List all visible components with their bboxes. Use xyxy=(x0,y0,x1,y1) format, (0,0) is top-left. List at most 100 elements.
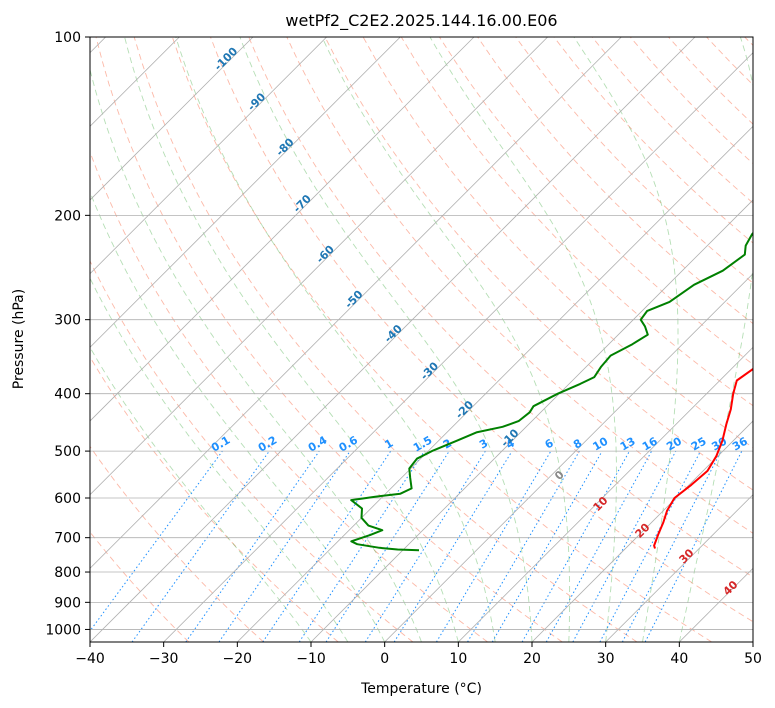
isotherm-label: -50 xyxy=(342,288,365,311)
x-tick-label: 0 xyxy=(380,651,389,667)
mixing-ratio-line xyxy=(644,450,743,642)
dry-adiabat-line xyxy=(324,37,753,491)
isotherm-label: -100 xyxy=(212,44,241,73)
y-tick-label: 600 xyxy=(54,491,81,507)
x-tick-label: 30 xyxy=(597,651,615,667)
moist-adiabat-line xyxy=(90,67,422,642)
y-tick-label: 100 xyxy=(54,30,81,46)
series-layer xyxy=(350,231,753,552)
dry-adiabat-line xyxy=(133,37,638,642)
isotherm-line xyxy=(90,37,401,348)
dry-adiabat-line xyxy=(286,37,753,534)
x-tick-label: 10 xyxy=(449,651,467,667)
isotherm-line xyxy=(310,199,753,642)
x-tick-label: −20 xyxy=(223,651,253,667)
dry-adiabat-line xyxy=(515,37,753,284)
isotherm-label: -80 xyxy=(273,135,296,158)
mixing-ratio-line xyxy=(185,450,320,642)
y-tick-label: 800 xyxy=(54,565,81,581)
isotherm-line xyxy=(752,641,753,642)
isotherm-line xyxy=(90,37,475,422)
mixing-ratio-label: 36 xyxy=(730,434,750,453)
isotherm-label: -40 xyxy=(382,322,405,345)
mixing-ratio-label: 20 xyxy=(664,434,684,453)
moist-adiabat-line xyxy=(124,37,459,642)
moist-adiabat-line xyxy=(175,37,496,642)
x-axis-label: Temperature (°C) xyxy=(360,681,482,697)
x-tick-label: −40 xyxy=(75,651,105,667)
theta-e-label: 30 xyxy=(677,546,697,566)
mixing-ratio-label: 13 xyxy=(618,435,638,454)
chart-title: wetPf2_C2E2.2025.144.16.00.E06 xyxy=(285,11,557,31)
moist-adiabat-line xyxy=(429,37,617,642)
isotherm-line xyxy=(90,37,254,201)
x-tick-label: 50 xyxy=(744,651,762,667)
dry-adiabat-line xyxy=(210,37,753,623)
moist-adiabat-line xyxy=(90,277,349,642)
mixing-ratio-line xyxy=(298,450,425,642)
x-axis: −40 −30 −20 −10 0 10 20 30 40 50 xyxy=(75,642,762,667)
x-tick-label: −30 xyxy=(149,651,179,667)
isotherm-label: -20 xyxy=(453,398,476,421)
dewpoint-line xyxy=(350,231,753,552)
mixing-ratio-line xyxy=(131,450,270,642)
isotherm-line xyxy=(237,125,753,642)
dry-adiabat-line xyxy=(90,259,414,642)
x-tick-label: −10 xyxy=(296,651,326,667)
mixing-ratio-line xyxy=(491,450,603,642)
isotherm-line xyxy=(163,52,753,642)
y-tick-label: 700 xyxy=(54,531,81,547)
x-tick-label: 20 xyxy=(523,651,541,667)
dry-adiabat-line xyxy=(439,37,753,365)
isotherm-line xyxy=(679,567,753,642)
isotherm-label: -70 xyxy=(291,192,314,215)
mixing-ratio-line xyxy=(364,450,486,642)
grid-lines xyxy=(90,37,753,642)
y-tick-label: 200 xyxy=(54,208,81,224)
mixing-ratio-line xyxy=(218,450,351,642)
isotherm-label: -60 xyxy=(314,242,337,265)
theta-e-label: 10 xyxy=(591,494,611,514)
x-tick-label: 40 xyxy=(670,651,688,667)
isotherm-line xyxy=(90,37,327,275)
mixing-ratio-label: 25 xyxy=(689,435,709,454)
y-tick-label: 300 xyxy=(54,313,81,329)
mixing-ratio-label: 6 xyxy=(543,436,556,451)
y-tick-label: 900 xyxy=(54,595,81,611)
y-tick-label: 400 xyxy=(54,387,81,403)
y-axis: 100 200 300 400 500 600 700 800 900 1000 xyxy=(45,30,90,638)
dry-adiabat-line xyxy=(95,37,563,642)
moist-adiabat-line xyxy=(90,346,312,642)
isotherm-label: -90 xyxy=(245,90,268,113)
isotherm-label: -30 xyxy=(418,359,441,382)
mixing-ratio-label: 10 xyxy=(591,434,611,453)
dry-adiabat-line xyxy=(90,150,488,642)
dry-adiabat-line xyxy=(553,37,753,244)
moist-adiabat-line xyxy=(239,37,533,642)
dry-adiabat-line xyxy=(90,356,339,642)
isotherm-line xyxy=(90,37,622,569)
mixing-ratio-line xyxy=(90,450,223,632)
isotherm-line xyxy=(384,273,753,642)
mixing-ratio-line xyxy=(467,450,580,642)
isotherm-label: -10 xyxy=(498,426,521,449)
isotherm-line xyxy=(90,37,696,642)
dry-adiabat-line xyxy=(744,37,753,47)
y-tick-label: 1000 xyxy=(45,622,81,638)
mixing-ratio-line xyxy=(521,450,630,642)
dry-adiabat-line xyxy=(171,37,712,642)
moist-adiabat-line xyxy=(678,37,753,642)
dry-adiabat-line xyxy=(90,531,190,642)
mixing-ratio-label: 16 xyxy=(640,434,660,453)
isotherm-line xyxy=(531,420,753,642)
isotherm-line xyxy=(90,37,548,496)
mixing-ratio-line xyxy=(572,450,677,642)
y-axis-label: Pressure (hPa) xyxy=(11,289,27,389)
moist-adiabat-line xyxy=(573,37,679,642)
dry-adiabat-line xyxy=(706,37,753,86)
temperature-line xyxy=(653,367,753,549)
mixing-ratio-line xyxy=(435,450,552,642)
moist-adiabat-line xyxy=(90,190,386,642)
dry-adiabat-line xyxy=(90,445,264,642)
plot-frame xyxy=(89,36,754,643)
